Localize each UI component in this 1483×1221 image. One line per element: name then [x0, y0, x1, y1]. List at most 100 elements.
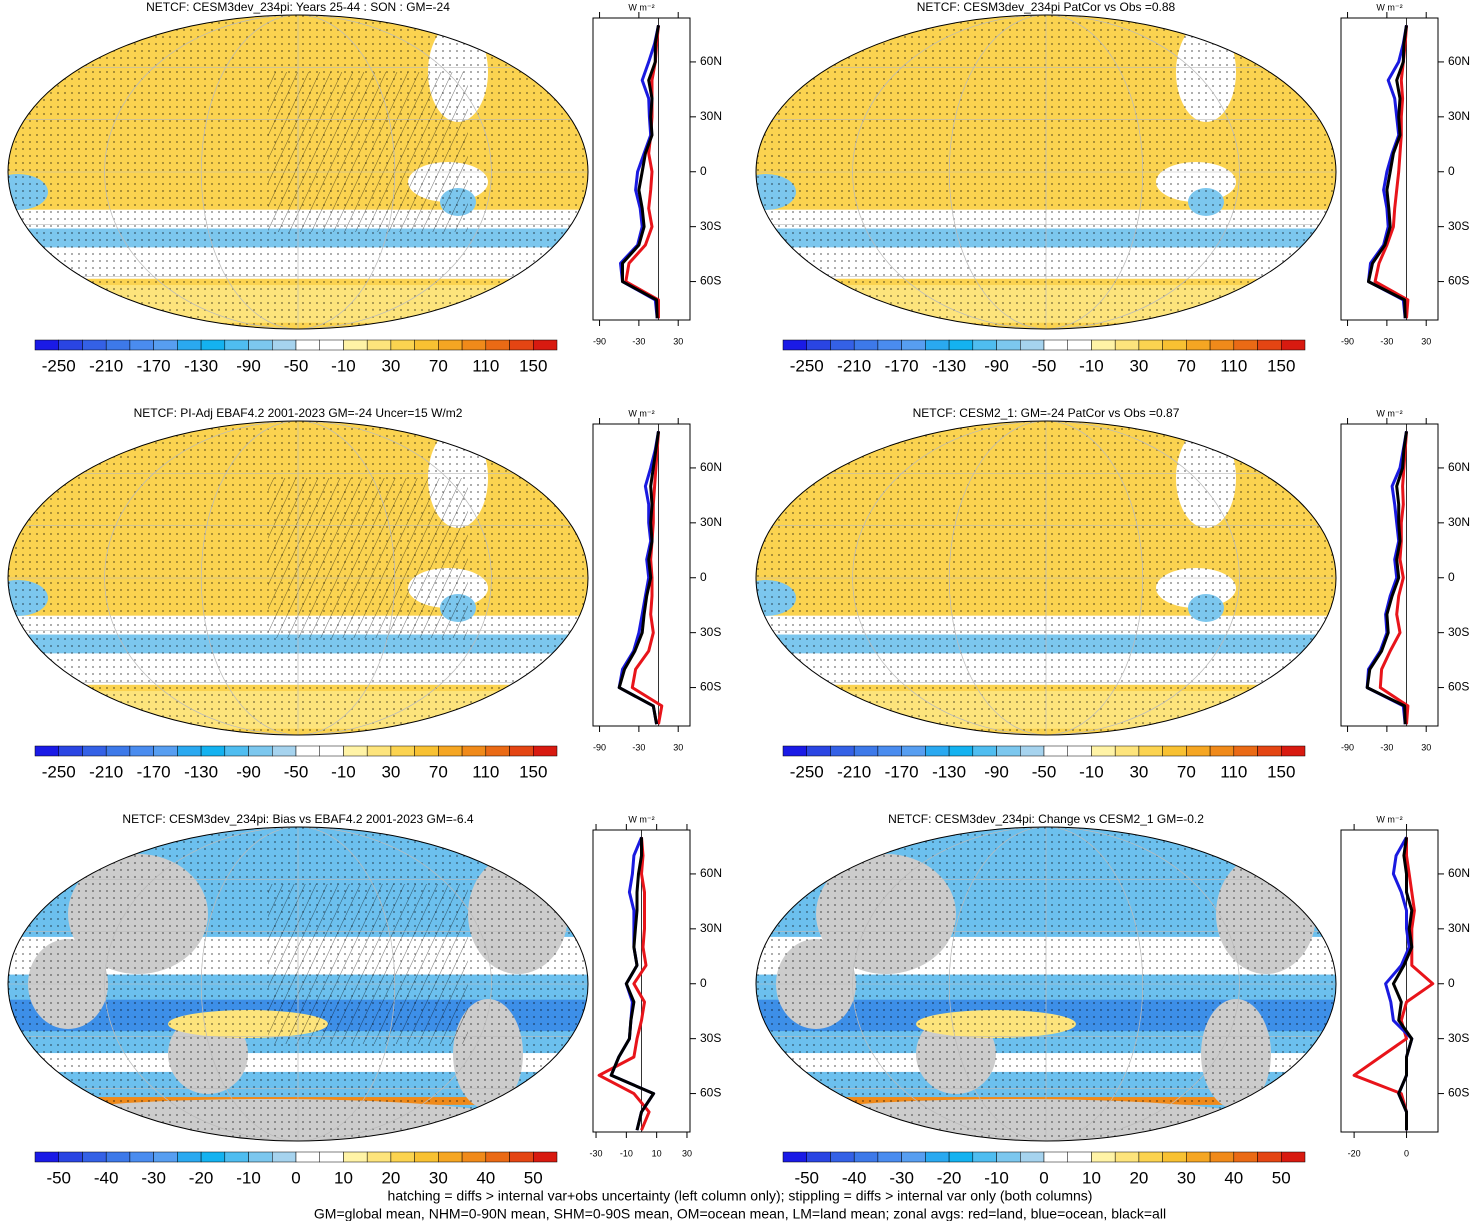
- value-tick-label: 30: [673, 336, 683, 346]
- colorbar-label: 20: [1129, 1168, 1148, 1187]
- lat-tick-label: 60N: [1448, 866, 1470, 880]
- colorbar-box: [34, 745, 59, 757]
- colorbar-label: 110: [472, 762, 499, 781]
- zonal-line: [597, 837, 651, 1131]
- zonal-line: [1391, 837, 1414, 1131]
- axis-label: W m⁻²: [1376, 814, 1402, 824]
- colorbar-box: [830, 1151, 855, 1163]
- value-tick-label: -30: [590, 1148, 603, 1158]
- colorbar-label: -50: [284, 762, 309, 781]
- colorbar-box: [200, 339, 226, 351]
- value-tick-label: -30: [1380, 742, 1393, 752]
- colorbar-box: [248, 745, 273, 757]
- colorbar-box: [82, 745, 107, 757]
- colorbar-box: [1043, 1151, 1068, 1163]
- colorbar-box: [200, 745, 226, 757]
- colorbar-label: -210: [89, 762, 123, 781]
- colorbar-label: -20: [937, 1168, 962, 1187]
- plot-frame: [1340, 17, 1439, 321]
- colorbar-box: [153, 339, 178, 351]
- colorbar-box: [82, 1151, 107, 1163]
- colorbar-box: [901, 339, 926, 351]
- map-outline: [7, 14, 589, 330]
- lat-tick-label: 0: [700, 164, 707, 178]
- colorbar-box: [129, 745, 154, 757]
- panel-title: NETCF: PI-Adj EBAF4.2 2001-2023 GM=-24 U…: [134, 406, 463, 420]
- colorbar-box: [533, 745, 558, 757]
- colorbar-label: -10: [1079, 762, 1104, 781]
- value-tick-label: -10: [620, 1148, 633, 1158]
- colorbar-label: 110: [472, 356, 499, 375]
- lat-tick-label: 30N: [700, 109, 722, 123]
- colorbar-box: [853, 1151, 879, 1163]
- colorbar-label: -10: [984, 1168, 1009, 1187]
- value-tick-label: 30: [673, 742, 683, 752]
- colorbar-label: -210: [837, 356, 871, 375]
- colorbar-box: [1233, 745, 1258, 757]
- colorbar-box: [438, 745, 463, 757]
- colorbar-box: [153, 1151, 178, 1163]
- colorbar-box: [782, 1151, 807, 1163]
- colorbar-label: -130: [184, 356, 218, 375]
- colorbar-box: [533, 1151, 558, 1163]
- colorbar-box: [1067, 339, 1092, 351]
- colorbar-box: [295, 339, 320, 351]
- zonal-line: [1352, 837, 1435, 1131]
- lat-tick-label: 30N: [700, 515, 722, 529]
- colorbar-box: [1043, 745, 1068, 757]
- colorbar-label: -170: [137, 356, 171, 375]
- lat-tick-label: 30S: [700, 1031, 721, 1045]
- colorbar-box: [1281, 339, 1306, 351]
- colorbar-box: [343, 339, 368, 351]
- colorbar-box: [438, 339, 463, 351]
- colorbar-box: [390, 339, 415, 351]
- note: hatching = diffs > internal var+obs unce…: [388, 1188, 1093, 1204]
- colorbar-label: 30: [429, 1168, 448, 1187]
- colorbar-box: [1114, 339, 1140, 351]
- colorbar-label: -170: [885, 762, 919, 781]
- colorbar-box: [58, 745, 83, 757]
- value-tick-label: 10: [652, 1148, 662, 1158]
- colorbar-box: [34, 1151, 59, 1163]
- colorbar-label: -170: [137, 762, 171, 781]
- colorbar-box: [1020, 745, 1045, 757]
- colorbar-box: [1020, 1151, 1045, 1163]
- colorbar-box: [461, 339, 487, 351]
- zonal-line: [1378, 431, 1410, 725]
- value-tick-label: -90: [593, 336, 606, 346]
- colorbar-box: [295, 1151, 320, 1163]
- colorbar-box: [153, 745, 178, 757]
- colorbar-box: [343, 1151, 368, 1163]
- colorbar-label: 40: [1224, 1168, 1243, 1187]
- colorbar-box: [509, 339, 534, 351]
- colorbar-box: [82, 339, 107, 351]
- colorbar-box: [948, 339, 974, 351]
- plot-frame: [592, 423, 691, 727]
- colorbar-box: [224, 745, 249, 757]
- lat-tick-label: 60S: [700, 680, 721, 694]
- colorbar-box: [224, 339, 249, 351]
- colorbar-box: [177, 339, 202, 351]
- colorbar-box: [438, 1151, 463, 1163]
- colorbar-box: [177, 1151, 202, 1163]
- colorbar-box: [1233, 339, 1258, 351]
- colorbar-label: 70: [1177, 762, 1196, 781]
- map-outline: [755, 826, 1337, 1142]
- colorbar-box: [1209, 745, 1235, 757]
- hatching: [268, 72, 468, 232]
- colorbar-label: 30: [1129, 356, 1148, 375]
- colorbar-box: [1186, 1151, 1211, 1163]
- lat-tick-label: 30S: [700, 625, 721, 639]
- map: [756, 827, 1336, 1141]
- colorbar-box: [1091, 1151, 1116, 1163]
- colorbar-label: -130: [932, 762, 966, 781]
- lat-tick-label: 60S: [700, 1086, 721, 1100]
- map-outline: [755, 420, 1337, 736]
- colorbar-label: -90: [984, 762, 1009, 781]
- colorbar-label: -30: [889, 1168, 914, 1187]
- colorbar-label: 50: [524, 1168, 543, 1187]
- colorbar-box: [877, 745, 902, 757]
- map: [8, 827, 588, 1141]
- colorbar-label: -250: [790, 762, 824, 781]
- colorbar-box: [972, 339, 997, 351]
